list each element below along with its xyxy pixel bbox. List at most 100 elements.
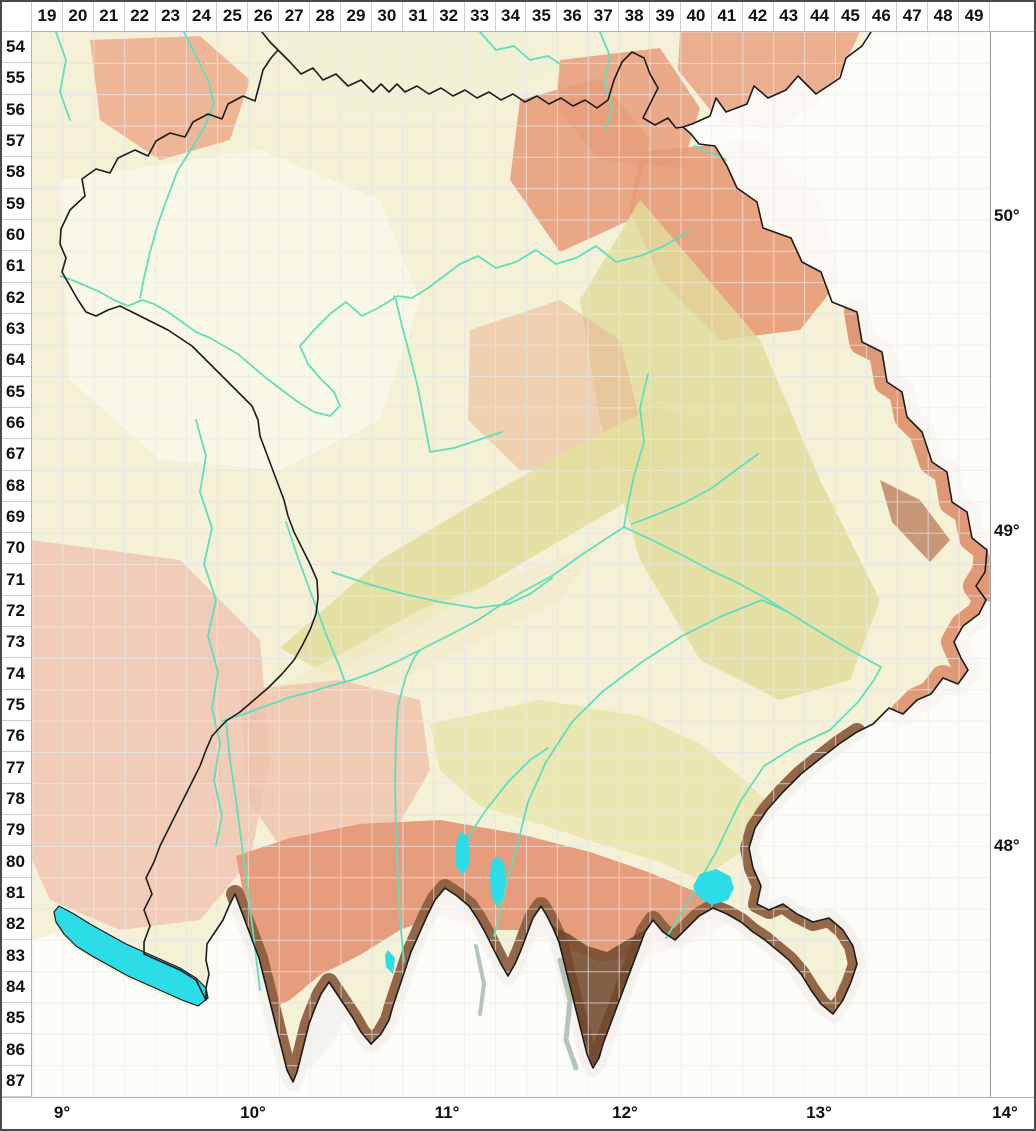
column-header-33: 33	[465, 0, 496, 31]
row-header-86: 86	[0, 1034, 31, 1066]
hills-frankenwald	[556, 48, 700, 168]
grid-lines-over	[32, 32, 990, 1097]
lakes	[53, 832, 734, 1007]
saxony-czech-border	[682, 32, 872, 128]
column-header-31: 31	[403, 0, 434, 31]
row-header-68: 68	[0, 471, 31, 502]
longitude-label-11: 11°	[434, 1103, 460, 1122]
row-header-75: 75	[0, 690, 31, 722]
column-header-42: 42	[743, 0, 774, 31]
river-werra	[479, 32, 561, 65]
lake-chiemsee	[693, 869, 734, 905]
river-regnitz	[393, 295, 431, 453]
row-header-64: 64	[0, 345, 31, 377]
column-header-35: 35	[526, 0, 558, 31]
column-header-48: 48	[928, 0, 960, 31]
column-header-28: 28	[310, 0, 342, 31]
grid-lines-tint	[32, 32, 990, 1097]
river-west	[195, 419, 223, 847]
river-woernitz	[285, 521, 346, 683]
river-lech	[394, 649, 421, 963]
row-header-73: 73	[0, 627, 31, 659]
row-header-84: 84	[0, 972, 31, 1004]
lake-ammersee	[455, 832, 470, 875]
row-header-77: 77	[0, 752, 31, 784]
latitude-band	[990, 32, 1036, 1097]
ridge-jura	[280, 404, 706, 676]
bavaria-border	[59, 49, 988, 1083]
longitude-band	[0, 1097, 1036, 1131]
row-header-69: 69	[0, 502, 31, 534]
column-header-44: 44	[805, 0, 836, 31]
hills-spessart	[90, 36, 250, 160]
column-header-37: 37	[588, 0, 620, 31]
row-header-74: 74	[0, 658, 31, 690]
hills-franconia	[468, 300, 640, 470]
row-header-58: 58	[0, 157, 31, 189]
column-header-25: 25	[217, 0, 249, 31]
row-header-72: 72	[0, 596, 31, 628]
row-header-62: 62	[0, 283, 31, 314]
row-header-83: 83	[0, 940, 31, 972]
lake-bodensee	[53, 905, 209, 1007]
valley-ammer	[474, 944, 487, 1016]
latitude-label-49: 49°	[994, 521, 1020, 540]
column-header-24: 24	[187, 0, 218, 31]
river-amper	[465, 747, 549, 841]
row-header-61: 61	[0, 251, 31, 283]
plain-munich	[430, 700, 776, 880]
latitude-label-50: 50°	[994, 206, 1020, 225]
row-header-81: 81	[0, 878, 31, 910]
river-northwest-stream	[55, 32, 71, 121]
row-header-78: 78	[0, 784, 31, 816]
column-header-32: 32	[434, 0, 465, 31]
river-saale	[599, 32, 613, 131]
bavaria-grid-map	[32, 32, 990, 1097]
blank-region-czech	[683, 32, 990, 558]
column-header-19: 19	[32, 0, 63, 31]
row-header-56: 56	[0, 95, 31, 126]
rivers	[55, 32, 882, 991]
column-header-21: 21	[94, 0, 125, 31]
column-header-34: 34	[496, 0, 527, 31]
alps-garmisch-wedge	[553, 926, 645, 1066]
row-header-54: 54	[0, 32, 31, 64]
terrain-north-pale	[280, 32, 560, 118]
column-header-40: 40	[681, 0, 712, 31]
river-naab	[623, 373, 649, 528]
row-header-63: 63	[0, 314, 31, 346]
latitude-label-48: 48°	[994, 836, 1020, 855]
river-pegnitz	[429, 431, 503, 453]
lake-forggensee	[385, 950, 395, 974]
column-header-22: 22	[125, 0, 156, 31]
column-header-47: 47	[897, 0, 929, 31]
lake-starnberger-see	[490, 856, 506, 907]
longitude-label-12: 12°	[612, 1103, 638, 1122]
row-header-80: 80	[0, 846, 31, 878]
river-inn	[665, 666, 882, 939]
row-header-band: 54 55 56 57 58 59 60 61 62 63 64 65 66 67 68 69 70 71 72 73…	[0, 0, 32, 1097]
river-danube	[221, 526, 882, 722]
river-eger	[693, 145, 727, 161]
column-header-27: 27	[279, 0, 311, 31]
state-border-stub	[261, 32, 279, 51]
column-header-46: 46	[866, 0, 898, 31]
row-header-65: 65	[0, 377, 31, 408]
river-regen	[631, 453, 759, 525]
column-header-43: 43	[774, 0, 805, 31]
longitude-label-9: 9°	[53, 1103, 71, 1122]
longitude-label-13: 13°	[806, 1103, 832, 1122]
river-isar	[493, 599, 789, 937]
row-header-71: 71	[0, 565, 31, 596]
terrain-southwest-pink	[32, 540, 270, 930]
column-header-38: 38	[619, 0, 651, 31]
row-header-66: 66	[0, 408, 31, 440]
column-header-26: 26	[248, 0, 280, 31]
river-altmuehl	[331, 571, 553, 609]
column-header-29: 29	[341, 0, 372, 31]
row-header-57: 57	[0, 126, 31, 158]
longitude-label-14: 14°	[992, 1103, 1018, 1122]
corner-cell	[0, 0, 32, 32]
river-fraenkische-saale	[139, 32, 215, 299]
row-header-87: 87	[0, 1066, 31, 1097]
